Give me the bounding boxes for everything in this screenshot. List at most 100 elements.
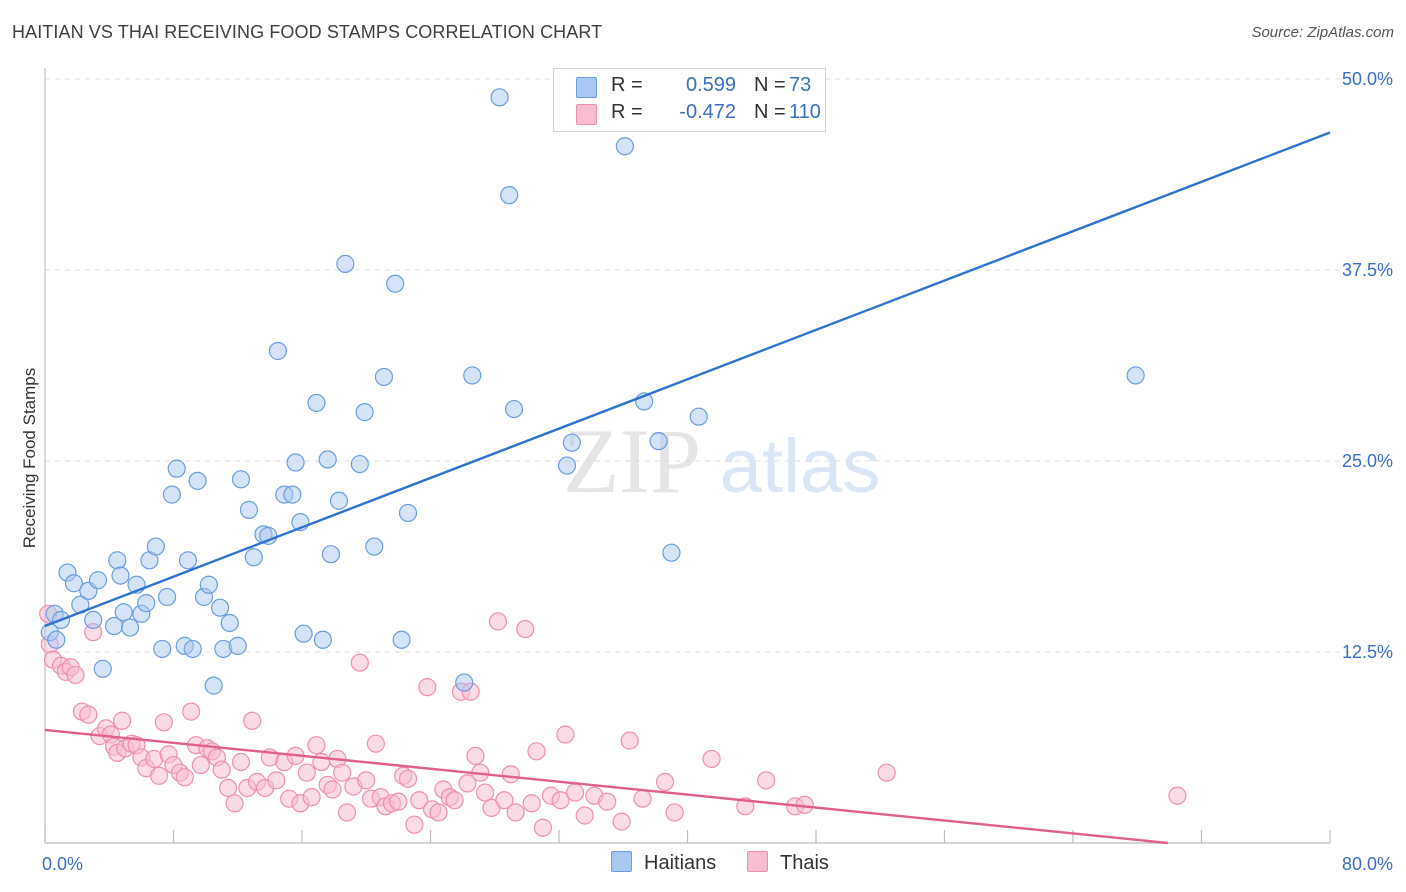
thais-point xyxy=(389,792,408,811)
haitians-point xyxy=(228,636,247,655)
thais-point xyxy=(154,713,173,732)
y-tick-label: 12.5% xyxy=(1342,642,1393,662)
haitians-point xyxy=(188,471,207,490)
haitians-point xyxy=(392,630,411,649)
thais-r-label: R = xyxy=(611,101,643,123)
haitians-point xyxy=(84,610,103,630)
haitians-point xyxy=(121,618,140,637)
thais-point xyxy=(522,794,541,813)
haitians-trend-line xyxy=(44,131,1331,628)
thais-point xyxy=(501,765,520,784)
trend-lines xyxy=(44,131,1331,845)
haitians-swatch xyxy=(576,77,597,98)
haitians-r-value: 0.599 xyxy=(685,74,736,96)
haitians-point xyxy=(313,630,332,649)
haitians-point xyxy=(307,393,326,413)
haitians-point xyxy=(365,537,384,556)
haitians-point xyxy=(146,537,165,556)
thais-point xyxy=(243,711,262,730)
haitians-point xyxy=(504,399,524,419)
x-tick-label: 0.0% xyxy=(42,854,83,874)
thais-point xyxy=(175,768,194,787)
thais-point xyxy=(565,783,585,802)
thais-point xyxy=(506,803,525,822)
haitians-point xyxy=(268,341,288,361)
haitians-r-label: R = xyxy=(611,74,643,96)
thais-point xyxy=(598,792,617,811)
thais-point xyxy=(418,678,437,697)
thais-point xyxy=(633,789,652,808)
thais-point xyxy=(488,612,508,631)
haitians-point xyxy=(162,485,181,504)
y-tick-label: 37.5% xyxy=(1342,260,1393,280)
thais-point xyxy=(665,803,684,822)
haitians-point xyxy=(210,598,230,617)
haitians-point xyxy=(649,432,668,451)
thais-point xyxy=(1168,786,1187,805)
thais-point xyxy=(458,774,477,793)
thais-point xyxy=(307,736,326,755)
thais-n-label: N = xyxy=(754,101,786,123)
correlation-legend: R = 0.599 N = 73 R = -0.472 N = 110 xyxy=(553,68,826,132)
haitians-point xyxy=(111,566,130,585)
haitians-point xyxy=(374,367,394,387)
thais-point xyxy=(79,705,98,724)
haitians-point xyxy=(93,659,112,678)
bottom-legend-haitians: Haitians xyxy=(611,851,716,875)
thais-point xyxy=(357,771,376,790)
haitians-point xyxy=(294,624,313,643)
haitians-point xyxy=(137,594,156,613)
thais-n-value: 110 xyxy=(789,101,821,123)
thais-point xyxy=(702,749,721,769)
haitians-point xyxy=(562,433,581,452)
haitians-point xyxy=(283,485,302,504)
haitians-point xyxy=(88,571,108,590)
haitians-point xyxy=(244,548,263,567)
thais-points xyxy=(39,604,1187,837)
bottom-thais-swatch xyxy=(747,851,768,872)
haitians-point xyxy=(153,639,172,659)
thais-trend-line xyxy=(44,728,1168,845)
thais-r-value: -0.472 xyxy=(679,101,736,123)
thais-point xyxy=(212,760,231,779)
thais-point xyxy=(877,763,896,782)
bottom-thais-label: Thais xyxy=(780,852,829,874)
thais-point xyxy=(297,763,316,782)
thais-point xyxy=(556,725,575,744)
thais-point xyxy=(398,769,418,788)
thais-point xyxy=(66,665,85,685)
haitians-point xyxy=(557,456,577,475)
thais-point xyxy=(149,766,169,785)
thais-point xyxy=(466,746,485,766)
thais-point xyxy=(350,653,369,672)
x-tick-label: 80.0% xyxy=(1342,854,1393,874)
haitians-point xyxy=(463,366,482,385)
haitians-point xyxy=(157,587,177,607)
watermark-atlas: atlas xyxy=(720,424,881,509)
thais-point xyxy=(405,815,424,834)
thais-point xyxy=(219,778,238,798)
watermark-zip: ZIP xyxy=(563,410,701,512)
haitians-point xyxy=(386,274,405,293)
thais-point xyxy=(620,731,639,750)
haitians-point xyxy=(178,551,198,570)
bottom-haitians-label: Haitians xyxy=(644,852,717,874)
haitians-point xyxy=(199,575,218,594)
thais-point xyxy=(337,803,357,822)
chart-title: HAITIAN VS THAI RECEIVING FOOD STAMPS CO… xyxy=(12,22,603,42)
haitians-point xyxy=(108,551,127,570)
thais-point xyxy=(612,812,631,831)
bottom-haitians-swatch xyxy=(611,851,632,872)
haitians-point xyxy=(183,639,202,659)
haitians-point xyxy=(1126,366,1145,385)
haitians-point xyxy=(490,88,509,107)
thais-point xyxy=(333,763,352,782)
haitians-point xyxy=(220,613,239,633)
haitians-point xyxy=(500,186,519,205)
haitians-point xyxy=(350,454,369,474)
gridlines xyxy=(45,78,1394,653)
thais-point xyxy=(495,791,514,810)
thais-point xyxy=(476,783,495,802)
haitians-point xyxy=(336,254,355,273)
